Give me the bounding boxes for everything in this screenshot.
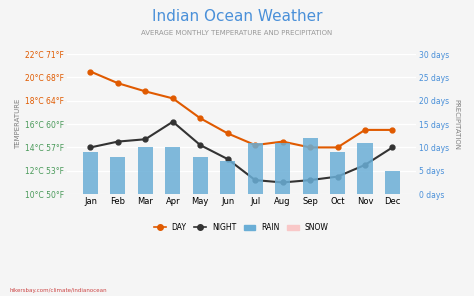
Y-axis label: PRECIPITATION: PRECIPITATION [453, 99, 459, 149]
Bar [275, 143, 290, 194]
Legend: DAY, NIGHT, RAIN, SNOW: DAY, NIGHT, RAIN, SNOW [151, 220, 332, 235]
Text: Indian Ocean Weather: Indian Ocean Weather [152, 9, 322, 24]
Bar [83, 152, 98, 194]
Bar [385, 171, 400, 194]
Bar [247, 143, 263, 194]
Bar [138, 147, 153, 194]
Bar [357, 143, 373, 194]
Bar [110, 157, 126, 194]
Bar [193, 157, 208, 194]
Bar [330, 152, 345, 194]
Bar [220, 161, 235, 194]
Text: hikersbay.com/climate/indianocean: hikersbay.com/climate/indianocean [9, 288, 107, 293]
Bar [165, 147, 181, 194]
Bar [302, 138, 318, 194]
Text: AVERAGE MONTHLY TEMPERATURE AND PRECIPITATION: AVERAGE MONTHLY TEMPERATURE AND PRECIPIT… [141, 30, 333, 36]
Y-axis label: TEMPERATURE: TEMPERATURE [15, 99, 21, 149]
